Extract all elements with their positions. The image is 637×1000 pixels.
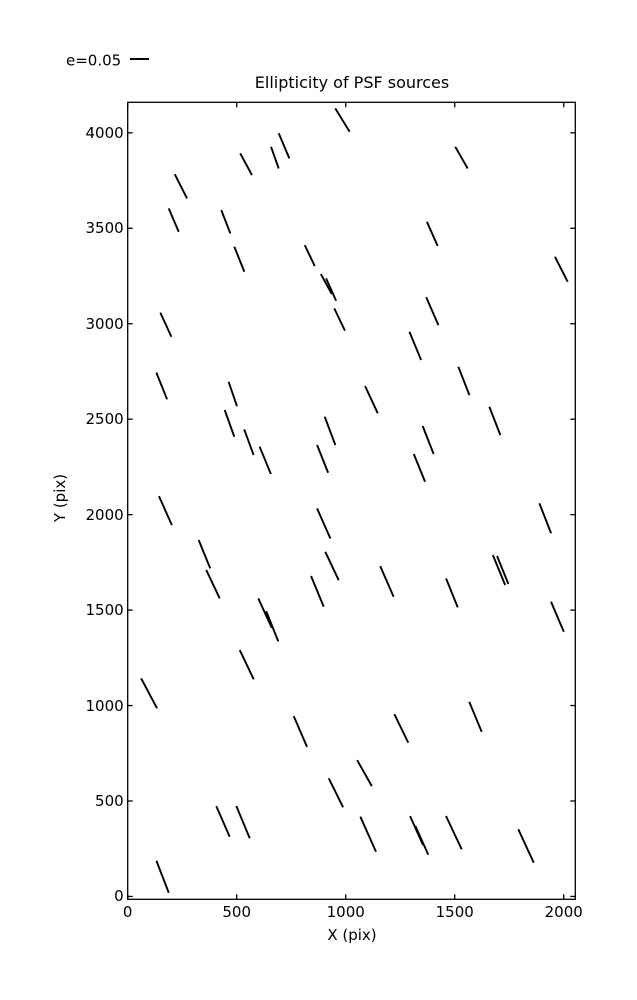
ellipticity-stick (303, 244, 316, 267)
ellipticity-stick (393, 713, 410, 744)
ellipticity-stick (445, 578, 459, 608)
ellipticity-stick (323, 416, 337, 446)
y-tick-label: 3000 (85, 314, 124, 333)
y-tick-label: 2000 (85, 505, 124, 524)
ellipticity-stick (197, 539, 212, 569)
ellipticity-stick (491, 554, 507, 586)
ellipticity-stick (414, 825, 430, 856)
ellipticity-stick (554, 256, 569, 283)
ellipticity-stick (333, 307, 346, 332)
ellipticity-stick (158, 495, 173, 526)
ellipticity-stick (327, 777, 344, 808)
y-tick-label: 500 (95, 791, 124, 810)
ellipticity-stick (227, 381, 238, 407)
ellipticity-stick (155, 372, 168, 400)
ellipticity-stick (517, 828, 535, 864)
ellipticity-stick (457, 366, 471, 396)
ellipticity-stick (488, 406, 502, 436)
ellipticity-stick (412, 453, 426, 483)
ellipticity-stick (173, 173, 188, 199)
ellipticity-stick (408, 331, 423, 361)
ellipticity-stick (426, 221, 439, 247)
x-tick-label: 1000 (326, 903, 365, 921)
ellipticity-stick (445, 815, 463, 850)
x-tick-label: 2000 (544, 903, 583, 921)
ellipticity-stick (239, 152, 253, 176)
x-tick-label: 0 (122, 903, 133, 921)
ellipticity-stick (215, 805, 231, 838)
ellipticity-stick (550, 601, 565, 633)
chart-title: Ellipticity of PSF sources (254, 73, 450, 92)
ellipticity-stick (220, 209, 232, 234)
ellipticity-stick (468, 701, 483, 733)
legend-line (130, 58, 150, 60)
ellipticity-stick (425, 296, 440, 326)
ellipticity-stick (140, 677, 158, 709)
y-tick-label: 2500 (85, 410, 124, 429)
ellipticity-stick (233, 246, 246, 273)
ellipticity-stick (496, 555, 510, 585)
legend-label: e=0.05 (66, 51, 122, 70)
ellipticity-stick (334, 107, 351, 133)
ellipticity-stick (243, 429, 255, 456)
ellipticity-stick (359, 816, 377, 853)
x-axis-label: X (pix) (327, 926, 377, 944)
ellipticity-stick (379, 565, 395, 598)
ellipticity-stick (270, 146, 280, 169)
y-tick-label: 1500 (85, 601, 124, 620)
ellipticity-stick (310, 575, 325, 608)
ellipticity-stick (265, 610, 280, 642)
x-tick-label: 1500 (435, 903, 474, 921)
ellipticity-stick (223, 409, 236, 438)
ellipticity-stick (364, 385, 379, 414)
ellipticity-stick (316, 444, 330, 474)
ellipticity-stick (320, 273, 333, 295)
ellipticity-stick (167, 207, 180, 233)
x-tick-label: 500 (222, 903, 252, 921)
ellipticity-stick (238, 649, 255, 680)
ellipticity-stick (454, 146, 469, 169)
ellipticity-stick (292, 715, 308, 748)
ellipticity-stick (235, 805, 251, 839)
y-tick-label: 1000 (85, 696, 124, 715)
ellipticity-stick (258, 446, 272, 475)
y-tick-label: 0 (114, 887, 124, 906)
axes-frame (127, 101, 576, 900)
ellipticity-stick (356, 759, 373, 787)
y-tick-label: 4000 (85, 123, 124, 142)
ellipticity-stick (159, 312, 173, 338)
ellipticity-stick (257, 598, 273, 629)
ellipticity-stick (324, 551, 340, 581)
ellipticity-stick (538, 502, 552, 534)
ellipticity-stick (155, 860, 170, 894)
ellipticity-stick (421, 425, 435, 455)
legend: e=0.05 (66, 50, 150, 70)
y-tick-label: 3500 (85, 219, 124, 238)
ellipticity-stick (277, 132, 291, 159)
ellipticity-stick (316, 507, 332, 539)
ellipticity-stick (205, 569, 221, 599)
ellipticity-stick (325, 277, 337, 302)
